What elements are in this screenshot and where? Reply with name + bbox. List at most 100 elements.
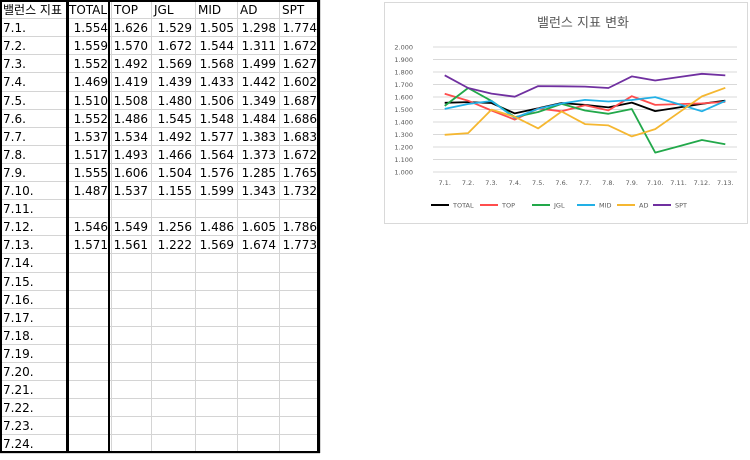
cell-spt[interactable] — [279, 201, 320, 219]
cell-mid[interactable]: 1.564 — [199, 147, 234, 162]
cell-mid[interactable] — [195, 382, 237, 400]
cell-top[interactable]: 1.508 — [113, 93, 148, 108]
cell-spt[interactable] — [279, 382, 320, 400]
cell-ad[interactable]: 1.605 — [241, 220, 276, 235]
cell-top[interactable]: 1.534 — [113, 129, 148, 144]
cell-total[interactable] — [66, 201, 111, 219]
row-label[interactable]: 7.10. — [3, 184, 34, 198]
cell-total[interactable]: 1.517 — [73, 147, 108, 162]
cell-mid[interactable] — [195, 310, 237, 328]
cell-ad[interactable]: 1.298 — [241, 21, 276, 36]
cell-spt[interactable]: 1.765 — [282, 165, 317, 180]
cell-ad[interactable]: 1.383 — [241, 129, 276, 144]
cell-top[interactable] — [111, 292, 151, 310]
cell-top[interactable] — [111, 255, 151, 273]
row-label[interactable]: 7.21. — [3, 383, 34, 398]
cell-top[interactable] — [111, 328, 151, 346]
row-label[interactable]: 7.22. — [3, 401, 34, 416]
cell-jgl[interactable]: 1.256 — [157, 220, 192, 235]
cell-top[interactable] — [111, 400, 151, 418]
cell-mid[interactable]: 1.433 — [199, 75, 234, 90]
cell-jgl[interactable] — [151, 382, 195, 400]
cell-ad[interactable]: 1.674 — [241, 238, 276, 253]
row-label[interactable]: 7.2. — [3, 39, 26, 54]
cell-total[interactable]: 1.555 — [73, 165, 108, 180]
cell-jgl[interactable]: 1.672 — [157, 39, 192, 54]
cell-total[interactable] — [66, 382, 111, 400]
cell-mid[interactable]: 1.506 — [199, 93, 234, 108]
cell-top[interactable] — [111, 346, 151, 364]
header-total[interactable]: TOTAL — [69, 3, 108, 17]
cell-jgl[interactable]: 1.480 — [157, 93, 192, 108]
header-label[interactable]: 밸런스 지표 — [3, 3, 63, 17]
cell-ad[interactable] — [237, 201, 279, 219]
cell-spt[interactable]: 1.683 — [282, 129, 317, 144]
cell-spt[interactable]: 1.602 — [282, 75, 317, 90]
cell-jgl[interactable]: 1.569 — [157, 57, 192, 72]
cell-spt[interactable] — [279, 346, 320, 364]
cell-jgl[interactable]: 1.439 — [157, 75, 192, 90]
cell-spt[interactable]: 1.686 — [282, 111, 317, 126]
cell-ad[interactable] — [237, 400, 279, 418]
cell-spt[interactable] — [279, 418, 320, 436]
cell-total[interactable]: 1.559 — [73, 39, 108, 54]
cell-jgl[interactable] — [151, 418, 195, 436]
cell-spt[interactable] — [279, 310, 320, 328]
header-top[interactable]: TOP — [114, 3, 139, 17]
header-spt[interactable]: SPT — [282, 3, 305, 17]
cell-top[interactable]: 1.570 — [113, 39, 148, 54]
cell-spt[interactable]: 1.687 — [282, 93, 317, 108]
cell-top[interactable] — [111, 274, 151, 292]
cell-ad[interactable] — [237, 274, 279, 292]
cell-mid[interactable] — [195, 292, 237, 310]
cell-total[interactable] — [66, 418, 111, 436]
cell-ad[interactable]: 1.484 — [241, 111, 276, 126]
row-label[interactable]: 7.4. — [3, 75, 26, 90]
cell-ad[interactable] — [237, 310, 279, 328]
cell-spt[interactable] — [279, 400, 320, 418]
cell-ad[interactable] — [237, 418, 279, 436]
cell-top[interactable]: 1.606 — [113, 165, 148, 180]
cell-top[interactable] — [111, 310, 151, 328]
row-label[interactable]: 7.19. — [3, 346, 34, 361]
cell-jgl[interactable] — [151, 292, 195, 310]
cell-ad[interactable] — [237, 292, 279, 310]
cell-mid[interactable]: 1.576 — [199, 165, 234, 180]
cell-jgl[interactable]: 1.155 — [157, 184, 192, 198]
cell-top[interactable] — [111, 382, 151, 400]
cell-jgl[interactable]: 1.529 — [157, 21, 192, 36]
header-mid[interactable]: MID — [198, 3, 222, 17]
row-label[interactable]: 7.7. — [3, 129, 26, 144]
row-label[interactable]: 7.15. — [3, 274, 34, 289]
header-jgl[interactable]: JGL — [154, 3, 174, 17]
cell-total[interactable] — [66, 346, 111, 364]
row-label[interactable]: 7.17. — [3, 310, 34, 325]
cell-jgl[interactable] — [151, 400, 195, 418]
row-label[interactable]: 7.12. — [3, 220, 34, 235]
cell-mid[interactable]: 1.569 — [199, 238, 234, 253]
cell-ad[interactable]: 1.373 — [241, 147, 276, 162]
cell-total[interactable] — [66, 364, 111, 382]
cell-jgl[interactable] — [151, 274, 195, 292]
cell-mid[interactable] — [195, 364, 237, 382]
cell-total[interactable]: 1.552 — [73, 57, 108, 72]
cell-ad[interactable]: 1.349 — [241, 93, 276, 108]
cell-ad[interactable] — [237, 328, 279, 346]
cell-total[interactable] — [66, 328, 111, 346]
cell-mid[interactable] — [195, 346, 237, 364]
cell-top[interactable]: 1.626 — [113, 21, 148, 36]
cell-ad[interactable]: 1.285 — [241, 165, 276, 180]
row-label[interactable]: 7.9. — [3, 165, 26, 180]
cell-mid[interactable] — [195, 274, 237, 292]
row-label[interactable]: 7.14. — [3, 256, 34, 271]
cell-spt[interactable]: 1.732 — [282, 184, 317, 198]
cell-total[interactable] — [66, 274, 111, 292]
cell-total[interactable] — [66, 292, 111, 310]
cell-total[interactable]: 1.537 — [73, 129, 108, 144]
cell-spt[interactable] — [279, 255, 320, 273]
cell-ad[interactable] — [237, 255, 279, 273]
cell-jgl[interactable]: 1.504 — [157, 165, 192, 180]
cell-spt[interactable]: 1.773 — [282, 238, 317, 253]
cell-mid[interactable] — [195, 418, 237, 436]
cell-total[interactable]: 1.571 — [73, 238, 108, 253]
